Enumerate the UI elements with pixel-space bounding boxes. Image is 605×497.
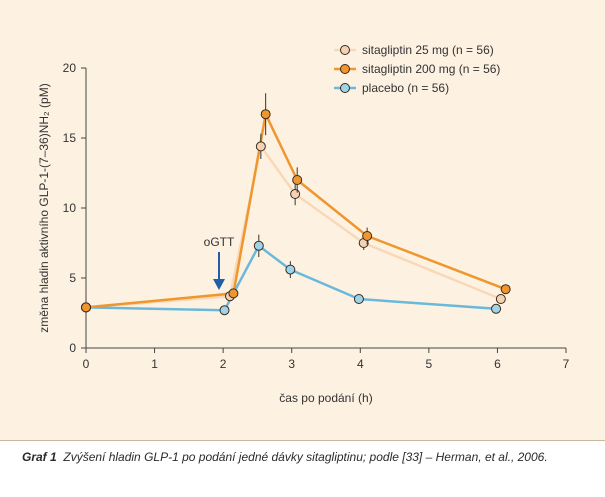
legend-label: placebo (n = 56) [362,81,449,95]
legend: sitagliptin 25 mg (n = 56) sitagliptin 20… [334,43,500,95]
data-point-2 [353,294,364,304]
y-tick-label: 10 [63,201,77,215]
y-tick-label: 20 [63,61,77,75]
x-tick-label: 6 [494,357,501,371]
legend-label: sitagliptin 200 mg (n = 56) [362,62,500,76]
data-point-0 [290,189,301,199]
caption-text: Zvýšení hladin GLP-1 po podání jedné dáv… [63,450,548,464]
data-point-0 [255,141,266,152]
x-axis-title: čas po podání (h) [279,391,372,405]
data-point-2 [285,264,296,275]
legend-label: sitagliptin 25 mg (n = 56) [362,43,494,57]
data-point-1 [500,284,511,295]
y-tick-label: 15 [63,131,77,145]
y-axis-title: změna hladin aktivního GLP-1-(7–36)NH₂ (… [37,83,51,332]
data-point-1 [362,231,373,241]
data-point-0 [495,294,506,304]
data-point-1 [260,109,271,120]
x-tick-label: 1 [151,357,158,371]
x-tick-label: 7 [563,357,570,371]
line-chart: 0 1 2 3 4 5 6 7 0 5 10 15 20 čas po podání (h) změna… [37,43,570,405]
x-tick-label: 2 [220,357,227,371]
y-tick-label: 0 [69,341,76,355]
y-tick-label: 5 [69,271,76,285]
data-point-1 [228,288,239,299]
caption-label: Graf 1 [22,450,57,464]
data-point-1 [81,302,91,313]
x-tick-label: 0 [83,357,90,371]
series-line-1 [85,112,507,309]
data-point-1 [292,175,303,185]
ogtt-annotation: oGTT [204,235,235,290]
data-point-2 [219,305,230,316]
series-line-2 [85,244,497,312]
data-point-2 [491,303,502,314]
x-tick-label: 4 [357,357,364,371]
x-tick-label: 3 [288,357,295,371]
legend-swatch-marker [340,83,350,93]
legend-swatch-marker [340,64,350,74]
figure-caption: Graf 1 Zvýšení hladin GLP-1 po podání je… [22,449,597,465]
legend-swatch-marker [340,45,350,55]
ogtt-label: oGTT [204,235,235,249]
x-tick-label: 5 [426,357,433,371]
data-point-2 [253,240,264,251]
chart-panel: 0 1 2 3 4 5 6 7 0 5 10 15 20 čas po podání (h) změna… [0,0,605,441]
ogtt-arrow-head [213,279,225,290]
series-line-0 [85,145,502,309]
